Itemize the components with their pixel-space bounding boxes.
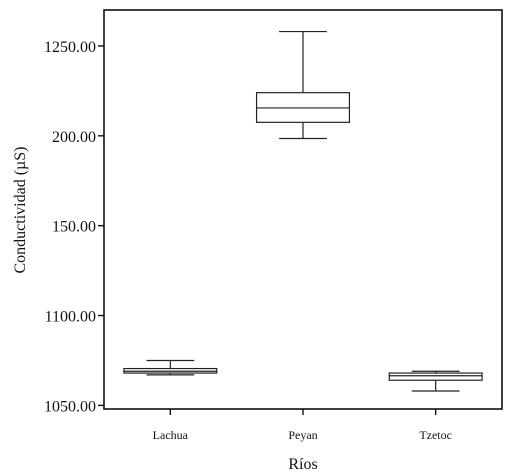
y-tick-label: 1100.00 [45, 309, 96, 326]
x-tick-label: Peyan [288, 428, 317, 442]
y-tick-label: 1050.00 [44, 398, 96, 415]
y-axis: 1050.00 1100.00 150.00 200.00 1250.00 [44, 39, 104, 415]
x-tick-label: Lachua [153, 428, 189, 442]
x-axis: Lachua Peyan Tzetoc [153, 409, 452, 442]
iqr-box [388, 372, 483, 381]
y-tick-label: 1250.00 [44, 39, 96, 56]
box-series [123, 30, 483, 392]
x-axis-label: Ríos [288, 456, 317, 473]
box-tzetoc [388, 370, 483, 392]
box-peyan [255, 30, 351, 140]
box-lachua [123, 359, 218, 376]
y-axis-label: Conductividad (µS) [12, 147, 29, 274]
x-tick-label: Tzetoc [419, 428, 452, 442]
y-tick-label: 150.00 [52, 219, 96, 236]
y-tick-label: 200.00 [52, 129, 96, 146]
